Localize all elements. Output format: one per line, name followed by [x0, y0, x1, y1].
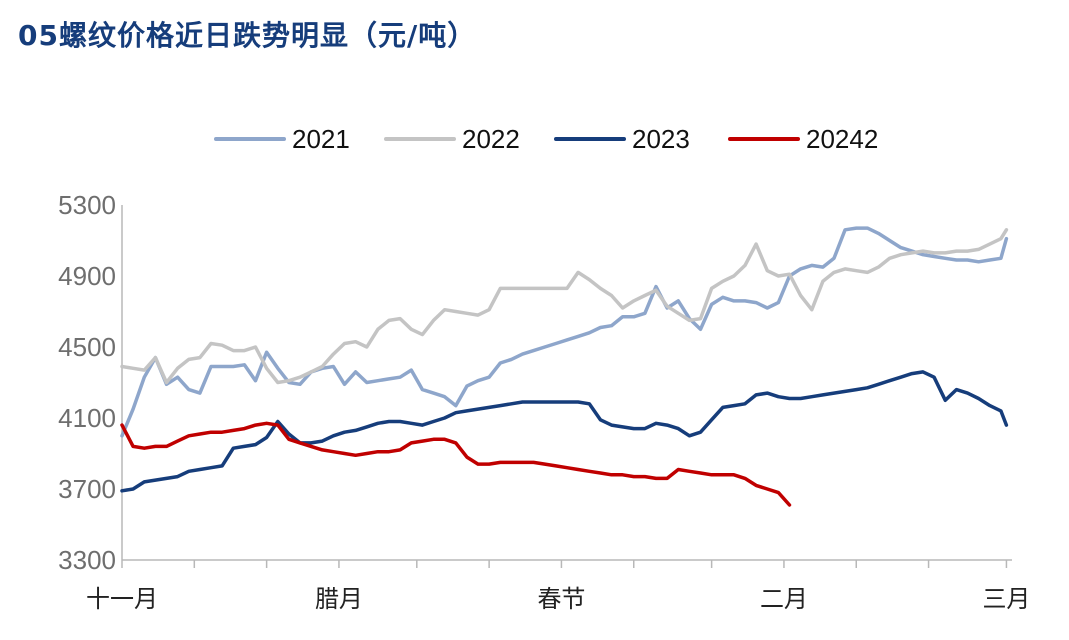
y-tick-label: 3300: [58, 545, 116, 575]
legend-label-20242: 20242: [806, 124, 878, 154]
legend: 2021 2022 2023 20242: [214, 124, 878, 154]
legend-label-2022: 2022: [462, 124, 520, 154]
x-tick-label: 三月: [982, 585, 1030, 613]
series-line-2023: [120, 370, 1009, 493]
chart-title: 05螺纹价格近日跌势明显（元/吨）: [18, 19, 477, 52]
series-line-2021: [120, 226, 1009, 438]
x-tick-label: 二月: [760, 585, 808, 613]
y-tick-label: 4500: [58, 332, 116, 362]
legend-label-2023: 2023: [632, 124, 690, 154]
y-tick-label: 4900: [58, 261, 116, 291]
series-line-20242: [120, 421, 792, 507]
x-tick-label: 十一月: [86, 585, 158, 613]
series-group: [120, 226, 1009, 507]
x-axis-ticks: [121, 560, 1008, 568]
x-axis-tick-labels: 十一月 腊月 春节 二月 三月: [86, 585, 1030, 613]
y-tick-label: 5300: [58, 190, 116, 220]
y-tick-label: 3700: [58, 474, 116, 504]
legend-label-2021: 2021: [292, 124, 350, 154]
y-axis-tick-labels: 3300 3700 4100 4500 4900 5300: [58, 190, 116, 575]
x-tick-label: 腊月: [315, 585, 363, 613]
series-line-2022: [120, 228, 1009, 385]
x-tick-label: 春节: [537, 585, 585, 613]
y-tick-label: 4100: [58, 403, 116, 433]
